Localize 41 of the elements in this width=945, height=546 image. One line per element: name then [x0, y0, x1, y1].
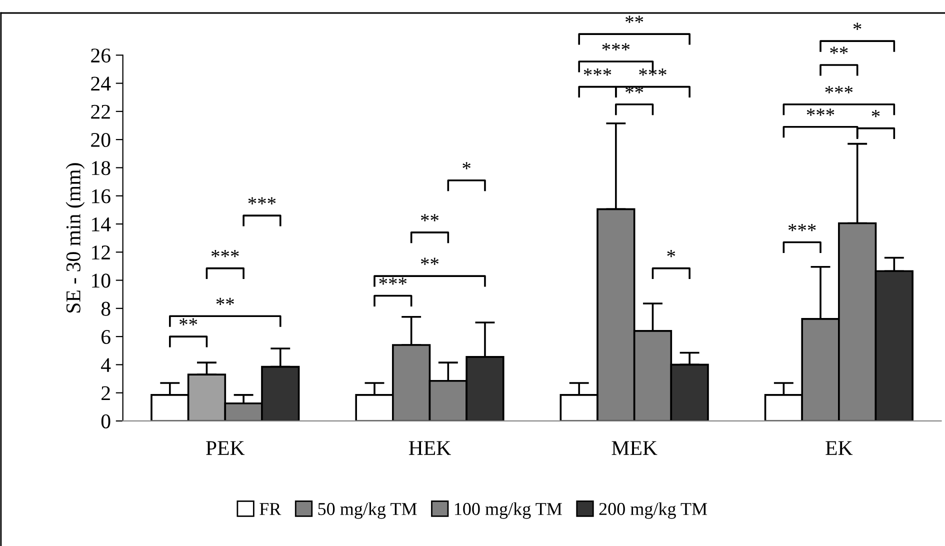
annotation: **	[420, 214, 439, 222]
y-tick-label: 8	[101, 302, 110, 316]
y-tick-label: 22	[91, 104, 110, 119]
y-tick-label: 20	[91, 132, 110, 147]
y-tick-label: 2	[102, 386, 110, 400]
annotation: **	[216, 298, 234, 305]
x-tick-label: MEK	[612, 441, 658, 455]
annotation: ***	[379, 277, 407, 285]
x-tick-label: PEK	[206, 441, 245, 455]
y-tick-label: 6	[102, 330, 110, 344]
annotation: ***	[248, 197, 276, 204]
x-tick-label: HEK	[408, 441, 451, 455]
legend-label: 50 mg/kg TM	[318, 502, 417, 519]
annotation: ***	[212, 250, 239, 258]
annotation: ***	[806, 108, 834, 116]
y-tick-label: 12	[92, 246, 110, 260]
text: *	[853, 22, 862, 30]
y-tick-label: 14	[92, 217, 111, 232]
y-tick-label: 4	[101, 358, 111, 372]
y-tick-label: 10	[92, 274, 110, 288]
annotation: **	[180, 318, 198, 326]
y-tick-label: 16	[92, 189, 110, 204]
annotation: ***	[825, 86, 853, 94]
annotation: **	[420, 258, 439, 265]
x-tick-label: EK	[826, 441, 853, 455]
legend-label: 200 mg/kg TM	[599, 502, 708, 519]
annotation: *	[462, 162, 470, 170]
annotation: ***	[584, 68, 612, 76]
y-tick-label: 18	[92, 161, 110, 176]
y-tick-label: 26	[91, 48, 110, 63]
legend-label: 100 mg/kg TM	[454, 502, 562, 519]
legend-label: FR	[260, 503, 282, 515]
y-tick-label: 24	[91, 76, 111, 91]
annotation: ***	[788, 224, 816, 232]
text: ***	[602, 43, 630, 50]
text: **	[626, 16, 644, 23]
text: **	[830, 46, 848, 54]
y-axis-title: SE - 30 min (mm)	[66, 163, 85, 312]
annotation: *	[667, 250, 676, 258]
y-tick-label: 0	[101, 414, 110, 428]
annotation: *	[872, 110, 880, 118]
